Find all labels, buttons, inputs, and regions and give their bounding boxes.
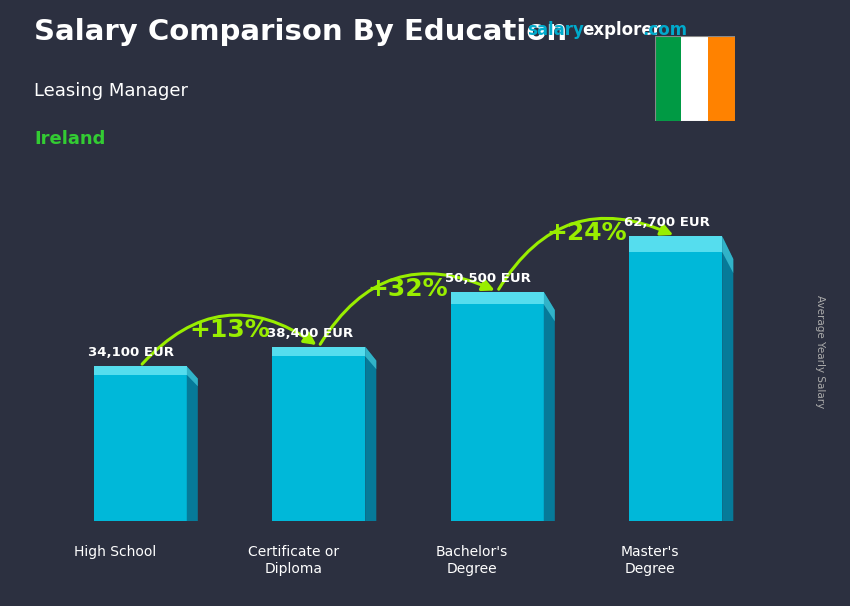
Text: +13%: +13% [189,319,269,342]
Polygon shape [544,291,555,521]
Polygon shape [187,366,198,521]
Polygon shape [366,347,377,521]
Text: High School: High School [74,545,156,559]
Text: 62,700 EUR: 62,700 EUR [624,216,710,229]
Polygon shape [722,236,734,521]
Text: Bachelor's
Degree: Bachelor's Degree [436,545,508,576]
Text: 50,500 EUR: 50,500 EUR [445,272,531,285]
Text: 38,400 EUR: 38,400 EUR [267,327,353,340]
Bar [708,36,735,121]
Text: Ireland: Ireland [34,130,105,148]
Text: Certificate or
Diploma: Certificate or Diploma [247,545,339,576]
Polygon shape [544,291,555,321]
Bar [450,291,544,304]
Text: +32%: +32% [368,276,448,301]
Text: Average Yearly Salary: Average Yearly Salary [815,295,825,408]
Text: explorer: explorer [582,21,661,39]
Text: Salary Comparison By Education: Salary Comparison By Education [34,18,567,46]
Text: Leasing Manager: Leasing Manager [34,82,188,100]
Text: 34,100 EUR: 34,100 EUR [88,347,174,359]
Bar [94,366,187,521]
Text: +24%: +24% [547,221,626,245]
Text: .com: .com [642,21,687,39]
FancyArrowPatch shape [499,218,670,289]
Bar [682,36,708,121]
Bar [654,36,682,121]
Bar [450,291,544,521]
Bar [629,236,722,252]
FancyArrowPatch shape [142,315,314,364]
Bar [272,347,366,356]
Polygon shape [722,236,734,273]
Text: salary: salary [527,21,584,39]
Polygon shape [187,366,198,386]
Bar [272,347,366,521]
Bar [94,366,187,375]
Bar [629,236,722,521]
Polygon shape [366,347,377,369]
Text: Master's
Degree: Master's Degree [621,545,679,576]
FancyArrowPatch shape [320,274,491,344]
